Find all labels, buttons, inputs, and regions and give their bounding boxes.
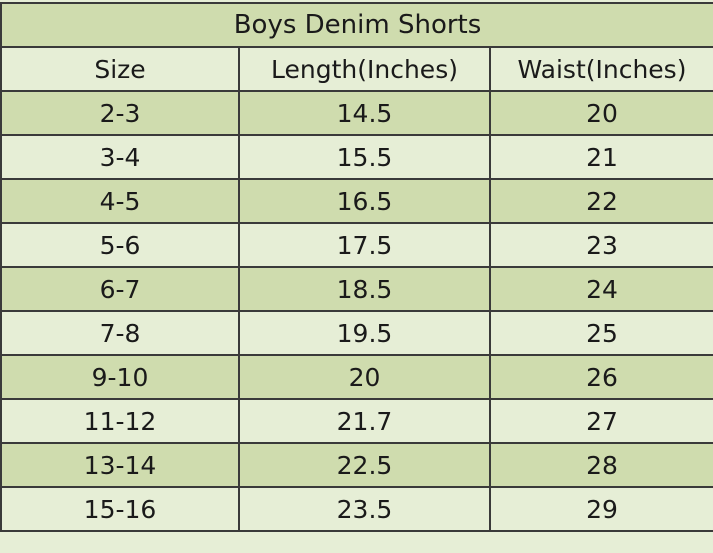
length-cell: 15.5 — [238, 134, 491, 180]
size-cell: 5-6 — [0, 222, 240, 268]
table-row: 11-12 21.7 27 — [0, 398, 713, 444]
size-cell: 9-10 — [0, 354, 240, 400]
length-cell: 19.5 — [238, 310, 491, 356]
table-title: Boys Denim Shorts — [0, 2, 713, 48]
header-length: Length(Inches) — [238, 46, 491, 92]
length-cell: 16.5 — [238, 178, 491, 224]
title-row: Boys Denim Shorts — [0, 2, 713, 48]
table-row: 7-8 19.5 25 — [0, 310, 713, 356]
length-cell: 22.5 — [238, 442, 491, 488]
size-cell: 13-14 — [0, 442, 240, 488]
size-cell: 3-4 — [0, 134, 240, 180]
size-cell: 11-12 — [0, 398, 240, 444]
size-chart-table: Boys Denim Shorts Size Length(Inches) Wa… — [0, 2, 713, 532]
waist-cell: 21 — [488, 134, 713, 180]
length-cell: 18.5 — [238, 266, 491, 312]
table-row: 4-5 16.5 22 — [0, 178, 713, 224]
length-cell: 20 — [238, 354, 491, 400]
length-cell: 23.5 — [238, 486, 491, 532]
size-cell: 6-7 — [0, 266, 240, 312]
size-cell: 4-5 — [0, 178, 240, 224]
size-cell: 7-8 — [0, 310, 240, 356]
waist-cell: 29 — [488, 486, 713, 532]
table-row: 13-14 22.5 28 — [0, 442, 713, 488]
header-size: Size — [0, 46, 240, 92]
size-cell: 15-16 — [0, 486, 240, 532]
waist-cell: 22 — [488, 178, 713, 224]
table-row: 5-6 17.5 23 — [0, 222, 713, 268]
length-cell: 14.5 — [238, 90, 491, 136]
waist-cell: 27 — [488, 398, 713, 444]
header-waist: Waist(Inches) — [488, 46, 713, 92]
waist-cell: 24 — [488, 266, 713, 312]
table-row: 6-7 18.5 24 — [0, 266, 713, 312]
table-row: 3-4 15.5 21 — [0, 134, 713, 180]
length-cell: 21.7 — [238, 398, 491, 444]
waist-cell: 28 — [488, 442, 713, 488]
table-row: 2-3 14.5 20 — [0, 90, 713, 136]
table-row: 9-10 20 26 — [0, 354, 713, 400]
waist-cell: 23 — [488, 222, 713, 268]
length-cell: 17.5 — [238, 222, 491, 268]
header-row: Size Length(Inches) Waist(Inches) — [0, 46, 713, 92]
size-cell: 2-3 — [0, 90, 240, 136]
waist-cell: 25 — [488, 310, 713, 356]
waist-cell: 26 — [488, 354, 713, 400]
table-row: 15-16 23.5 29 — [0, 486, 713, 532]
waist-cell: 20 — [488, 90, 713, 136]
